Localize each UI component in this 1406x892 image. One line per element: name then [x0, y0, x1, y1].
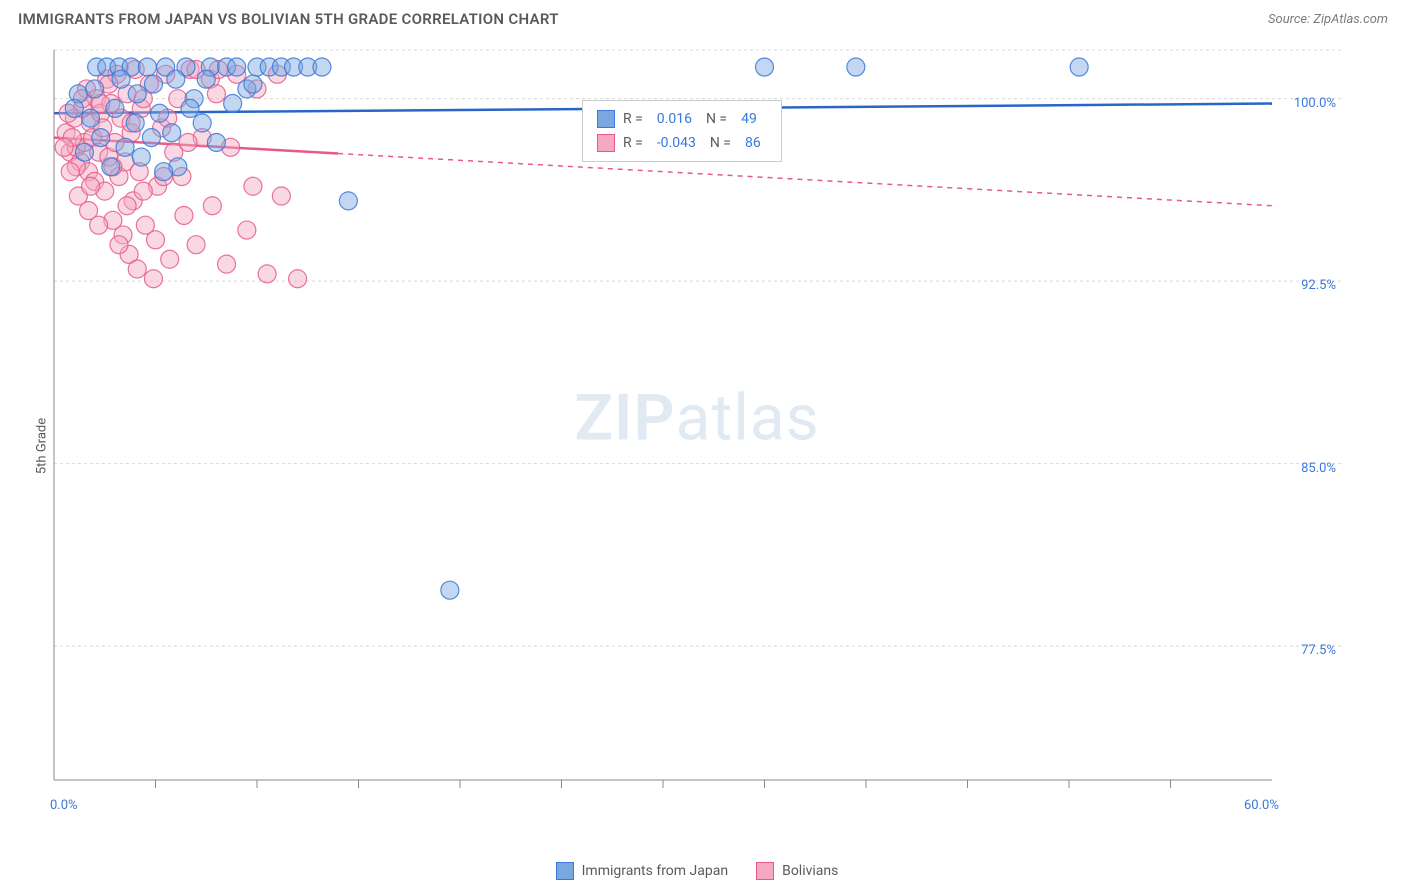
chart-area: ZIPatlas R = 0.016 N = 49 R = -0.043 N =…	[52, 48, 1342, 818]
n-label: N =	[706, 107, 727, 131]
r-label: R =	[623, 131, 643, 155]
swatch-japan	[597, 110, 615, 128]
swatch-japan	[556, 862, 574, 880]
y-tick-label: 77.5%	[1301, 643, 1336, 658]
n-value-bolivian: 86	[745, 131, 761, 155]
swatch-bolivian	[597, 134, 615, 152]
y-tick-label: 85.0%	[1301, 461, 1336, 476]
y-tick-label: 100.0%	[1294, 96, 1336, 111]
legend-item-japan: Immigrants from Japan	[556, 862, 728, 880]
y-axis-label: 5th Grade	[35, 418, 50, 474]
r-label: R =	[623, 107, 643, 131]
n-value-japan: 49	[741, 107, 757, 131]
series-legend: Immigrants from Japan Bolivians	[52, 862, 1342, 880]
r-value-bolivian: -0.043	[657, 131, 696, 155]
r-value-japan: 0.016	[657, 107, 692, 131]
chart-title: IMMIGRANTS FROM JAPAN VS BOLIVIAN 5TH GR…	[18, 10, 559, 28]
y-tick-label: 92.5%	[1301, 278, 1336, 293]
legend-row-bolivian: R = -0.043 N = 86	[597, 131, 767, 155]
legend-item-bolivian: Bolivians	[756, 862, 838, 880]
source-label: Source: ZipAtlas.com	[1268, 12, 1388, 27]
legend-label-bolivian: Bolivians	[782, 863, 838, 879]
legend-row-japan: R = 0.016 N = 49	[597, 107, 767, 131]
x-tick-label: 60.0%	[1244, 798, 1279, 813]
n-label: N =	[710, 131, 731, 155]
scatter-plot	[52, 48, 1342, 818]
correlation-legend: R = 0.016 N = 49 R = -0.043 N = 86	[582, 100, 782, 162]
swatch-bolivian	[756, 862, 774, 880]
legend-label-japan: Immigrants from Japan	[582, 863, 728, 879]
x-tick-label: 0.0%	[50, 798, 78, 813]
